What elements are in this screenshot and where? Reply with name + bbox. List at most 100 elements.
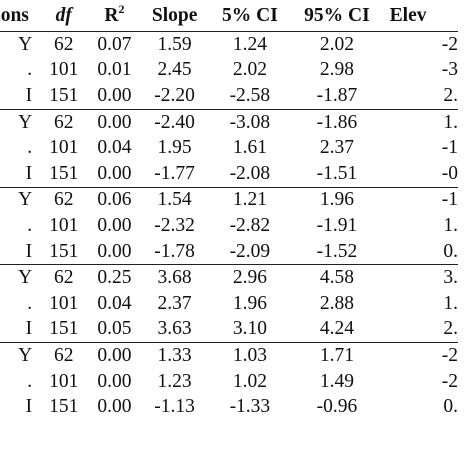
cell-elevation: 3. [381, 264, 458, 291]
cell-slope: 1.23 [157, 370, 192, 392]
cell-category: . [27, 292, 33, 314]
regression-table: ions df R2 Slope 5% CI 95% CI Elev Y620.… [0, 0, 458, 420]
header-slope: Slope [141, 0, 208, 32]
cell-ci-95: 4.58 [292, 264, 382, 291]
cell-category: . [27, 214, 33, 236]
cell-ci-5: -1.33 [229, 396, 271, 418]
cell-df: 151 [49, 240, 79, 262]
cell-elevation: 1. [443, 292, 458, 314]
cell-df: 151 [49, 162, 79, 184]
table-row: I 151 0.00 -2.20 -2.58 -1.87 2. [0, 83, 458, 109]
table-body: Y 62 0.07 1.59 1.24 2.02 -2. 101 0.01 2.45 2.02 2.9… [0, 32, 458, 420]
cell-r-squared: 0.00 [97, 240, 132, 262]
header-elevation: Elev [381, 0, 458, 32]
cell-r-squared: 0.01 [97, 59, 132, 81]
cell-ci-95: -1.91 [316, 214, 358, 236]
cell-category: . [27, 137, 33, 159]
cell-slope: -1.77 [154, 162, 195, 184]
cell-ci-5: -3.08 [207, 108, 293, 136]
cell-r-squared: 0.07 [97, 33, 132, 55]
cell-r-squared: 0.25 [87, 264, 142, 291]
cell-df: 151 [49, 84, 79, 106]
cell-r-squared: 0.00 [97, 214, 132, 236]
table-row: . 101 0.00 -2.32 -2.82 -1.91 1. [0, 213, 458, 239]
cell-ci-5: 1.61 [232, 137, 267, 159]
cell-slope: -2.40 [141, 108, 208, 136]
cell-df: 62 [40, 342, 88, 369]
cell-ci-95: -1.51 [316, 162, 358, 184]
cell-category: I [25, 240, 33, 262]
cell-category: Y [0, 342, 41, 369]
header-ci-95: 95% CI [292, 0, 382, 32]
cell-ci-95: 2.98 [319, 59, 354, 81]
cell-elevation: 0. [443, 396, 458, 418]
table-row: I 151 0.00 -1.77 -2.08 -1.51 -0 [0, 161, 458, 187]
cell-ci-95: -0.96 [316, 396, 358, 418]
cell-df: 101 [49, 292, 79, 314]
cell-ci-5: -2.09 [229, 240, 271, 262]
cell-r-squared: 0.00 [97, 396, 132, 418]
cell-r-squared: 0.00 [97, 84, 132, 106]
table-header: ions df R2 Slope 5% CI 95% CI Elev [0, 0, 458, 32]
cell-df: 62 [40, 264, 88, 291]
cell-r-squared: 0.00 [97, 162, 132, 184]
cell-ci-5: 3.10 [232, 318, 267, 340]
cell-elevation: -1 [381, 186, 458, 214]
table-row: Y 62 0.00 -2.40 -3.08 -1.86 1. [0, 108, 458, 136]
cell-df: 101 [49, 214, 79, 236]
cell-category: I [25, 162, 33, 184]
cell-ci-95: 1.71 [292, 342, 382, 369]
header-row: ions df R2 Slope 5% CI 95% CI Elev [0, 0, 458, 32]
cell-elevation: -2 [441, 33, 458, 55]
cell-elevation: -3 [441, 59, 458, 81]
table-row: I 151 0.05 3.63 3.10 4.24 2. [0, 317, 458, 343]
cell-ci-5: -2.82 [229, 214, 271, 236]
cell-category: Y [0, 108, 41, 136]
cell-category: Y [0, 186, 41, 214]
cell-ci-95: 1.49 [319, 370, 354, 392]
cell-elevation: -1 [441, 137, 458, 159]
cell-ci-95: 2.02 [319, 33, 354, 55]
cell-elevation: -0 [441, 162, 458, 184]
cell-category: . [27, 59, 33, 81]
cell-ci-95: 2.37 [319, 137, 354, 159]
cell-df: 101 [49, 137, 79, 159]
cell-r-squared: 0.00 [87, 108, 142, 136]
table-row: Y 62 0.25 3.68 2.96 4.58 3. [0, 264, 458, 291]
cell-ci-5: 1.02 [232, 370, 267, 392]
cell-elevation: 1. [381, 108, 458, 136]
cell-slope: -1.13 [154, 396, 195, 418]
cell-df: 151 [49, 318, 79, 340]
cell-category: I [25, 84, 33, 106]
table-row: Y 62 0.07 1.59 1.24 2.02 -2 [0, 32, 458, 58]
cell-df: 62 [40, 186, 88, 214]
cell-ci-95: -1.52 [316, 240, 358, 262]
cell-df: 62 [54, 33, 74, 55]
header-r-main: R [104, 4, 119, 26]
header-r-squared: R2 [87, 0, 142, 32]
cell-elevation: 1. [443, 214, 458, 236]
cell-elevation: -2 [381, 342, 458, 369]
cell-r-squared: 0.04 [97, 137, 132, 159]
table-row: Y 62 0.00 1.33 1.03 1.71 -2 [0, 342, 458, 369]
cell-ci-5: -2.08 [229, 162, 271, 184]
cell-elevation: 0. [443, 240, 458, 262]
cell-category: . [27, 370, 33, 392]
cell-ci-5: 1.24 [232, 33, 267, 55]
cell-elevation: 2. [443, 84, 458, 106]
cell-ci-5: 2.02 [232, 59, 267, 81]
table-row: I 151 0.00 -1.78 -2.09 -1.52 0. [0, 239, 458, 265]
cell-df: 151 [49, 396, 79, 418]
cell-r-squared: 0.00 [87, 342, 142, 369]
cell-category: Y [0, 264, 41, 291]
cell-ci-95: -1.87 [316, 84, 358, 106]
table-row: . 101 0.04 1.95 1.61 2.37 -1 [0, 135, 458, 161]
cell-slope: 2.37 [157, 292, 192, 314]
cell-ci-95: 1.96 [292, 186, 382, 214]
cell-slope: 1.54 [141, 186, 208, 214]
cell-slope: 1.95 [157, 137, 192, 159]
cell-elevation: -2 [441, 370, 458, 392]
cell-ci-95: 4.24 [319, 318, 354, 340]
cell-slope: 2.45 [157, 59, 192, 81]
